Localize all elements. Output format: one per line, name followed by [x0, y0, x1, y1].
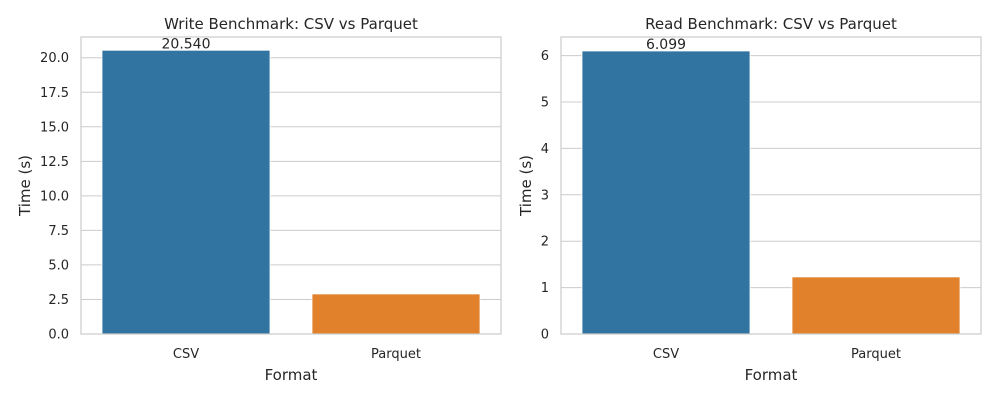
bar-csv: [101, 49, 271, 335]
y-tick-label: 10.0: [40, 189, 69, 204]
y-axis-label: Time (s): [517, 155, 535, 217]
bar-value-label: 20.540: [162, 36, 211, 52]
y-tick-label: 0: [541, 328, 549, 343]
y-tick-label: 4: [541, 142, 549, 157]
y-tick-label: 3: [541, 188, 549, 203]
x-tick-label: Parquet: [851, 347, 901, 362]
bar-parquet: [791, 276, 961, 335]
y-tick-label: 17.5: [40, 86, 69, 101]
x-tick-label: CSV: [653, 347, 679, 362]
y-axis-label: Time (s): [16, 155, 34, 217]
y-tick-label: 2: [541, 235, 549, 250]
plot-frame: [560, 36, 982, 335]
y-tick-label: 1: [541, 281, 549, 296]
bar-csv: [581, 50, 751, 335]
read-benchmark-chart: 6.099 0 1 2 3 4 5 6 CSV Parquet Read Benchmark: CS…: [517, 15, 982, 384]
y-tick-label: 5: [541, 95, 549, 110]
chart-title: Write Benchmark: CSV vs Parquet: [164, 15, 418, 33]
x-tick-label: CSV: [173, 347, 199, 362]
bar-value-label: 6.099: [646, 37, 686, 53]
y-tick-label: 20.0: [40, 51, 69, 66]
y-tick-label: 6: [541, 49, 549, 64]
y-tick-label: 12.5: [40, 155, 69, 170]
x-axis-label: Format: [745, 366, 798, 384]
chart-title: Read Benchmark: CSV vs Parquet: [645, 15, 897, 33]
bar-parquet: [311, 293, 481, 335]
y-tick-label: 5.0: [48, 258, 69, 273]
y-tick-label: 7.5: [48, 224, 69, 239]
plot-frame: [80, 36, 502, 335]
y-tick-label: 2.5: [48, 293, 69, 308]
x-tick-label: Parquet: [371, 347, 421, 362]
y-tick-label: 15.0: [40, 120, 69, 135]
x-axis-label: Format: [265, 366, 318, 384]
write-benchmark-chart: 20.540 0.0 2.5 5.0 7.5 10.0 12.5 15.0 17.5 20.0 CS…: [16, 15, 502, 384]
y-tick-label: 0.0: [48, 328, 69, 343]
